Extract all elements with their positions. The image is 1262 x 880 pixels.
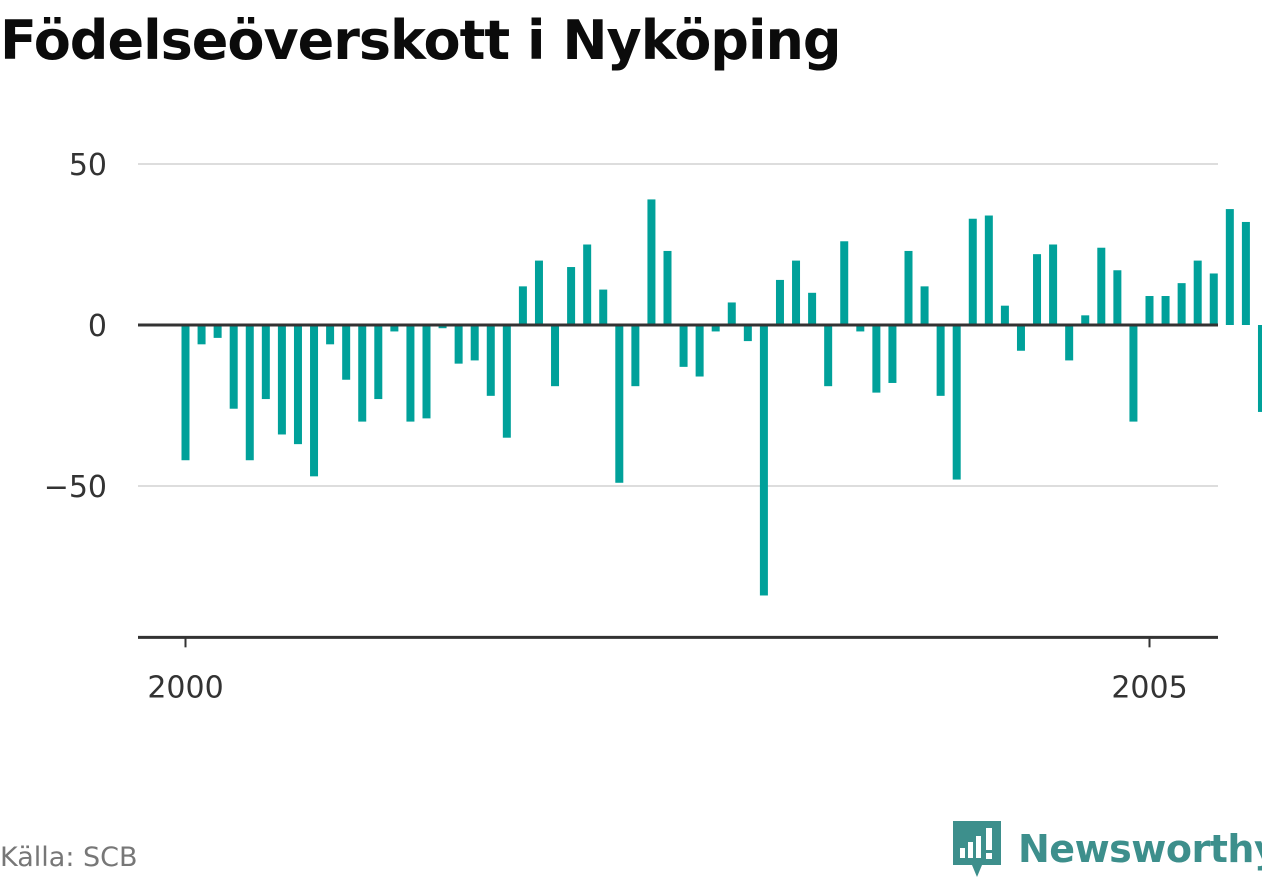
bar <box>1001 306 1009 325</box>
bar <box>696 325 704 377</box>
bar <box>519 286 527 325</box>
bar-chart: 500−50 200020052010201520202025 <box>0 0 1262 800</box>
bar <box>824 325 832 386</box>
bar <box>1097 248 1105 325</box>
bar <box>1210 273 1218 325</box>
bar <box>1178 283 1186 325</box>
bar <box>278 325 286 434</box>
bar <box>551 325 559 386</box>
bar <box>294 325 302 444</box>
bar <box>374 325 382 399</box>
bar <box>744 325 752 341</box>
bar <box>583 245 591 326</box>
y-tick-label: −50 <box>44 470 107 505</box>
bar <box>840 241 848 325</box>
source-note: Källa: SCB <box>0 840 138 876</box>
bar <box>937 325 945 396</box>
x-tick-label: 2005 <box>1111 670 1187 705</box>
x-tick-label: 2000 <box>147 670 223 705</box>
bar <box>615 325 623 483</box>
bar <box>310 325 318 476</box>
bar <box>198 325 206 344</box>
bar <box>182 325 190 460</box>
bar <box>680 325 688 367</box>
bar <box>905 251 913 325</box>
bar <box>921 286 929 325</box>
bar <box>342 325 350 380</box>
bar <box>792 261 800 325</box>
bar <box>1258 325 1262 412</box>
bar <box>1146 296 1154 325</box>
bar <box>326 325 334 344</box>
bar <box>358 325 366 422</box>
bar <box>471 325 479 360</box>
bar <box>1049 245 1057 326</box>
bar <box>487 325 495 396</box>
bar <box>1113 270 1121 325</box>
bar <box>664 251 672 325</box>
bar <box>455 325 463 364</box>
y-axis-labels: 50 0 −50 <box>44 148 107 505</box>
bar <box>1065 325 1073 360</box>
bar <box>760 325 768 595</box>
bar <box>262 325 270 399</box>
bar <box>808 293 816 325</box>
bar <box>647 199 655 325</box>
bar <box>535 261 543 325</box>
bar <box>503 325 511 438</box>
bar <box>776 280 784 325</box>
bar <box>214 325 222 338</box>
bar <box>1129 325 1137 422</box>
bar <box>1194 261 1202 325</box>
brand-logo: Newsworthy <box>950 818 1262 880</box>
bar <box>1226 209 1234 325</box>
bar <box>1033 254 1041 325</box>
bar <box>567 267 575 325</box>
bar <box>230 325 238 409</box>
bar <box>423 325 431 418</box>
bar <box>1017 325 1025 351</box>
x-axis-labels: 200020052010201520202025 <box>147 670 1262 705</box>
y-tick-label: 50 <box>69 148 107 183</box>
bar <box>985 216 993 325</box>
bar <box>599 290 607 325</box>
bar <box>1242 222 1250 325</box>
bar <box>953 325 961 480</box>
bar <box>246 325 254 460</box>
bar <box>969 219 977 325</box>
brand-name: Newsworthy <box>1018 827 1262 871</box>
y-tick-label: 0 <box>88 309 107 344</box>
bar <box>406 325 414 422</box>
bar <box>1162 296 1170 325</box>
bar <box>888 325 896 383</box>
bar-chart-speech-bubble-icon <box>950 818 1004 880</box>
bar <box>631 325 639 386</box>
bars <box>182 174 1262 596</box>
bar <box>872 325 880 393</box>
bar <box>728 302 736 325</box>
